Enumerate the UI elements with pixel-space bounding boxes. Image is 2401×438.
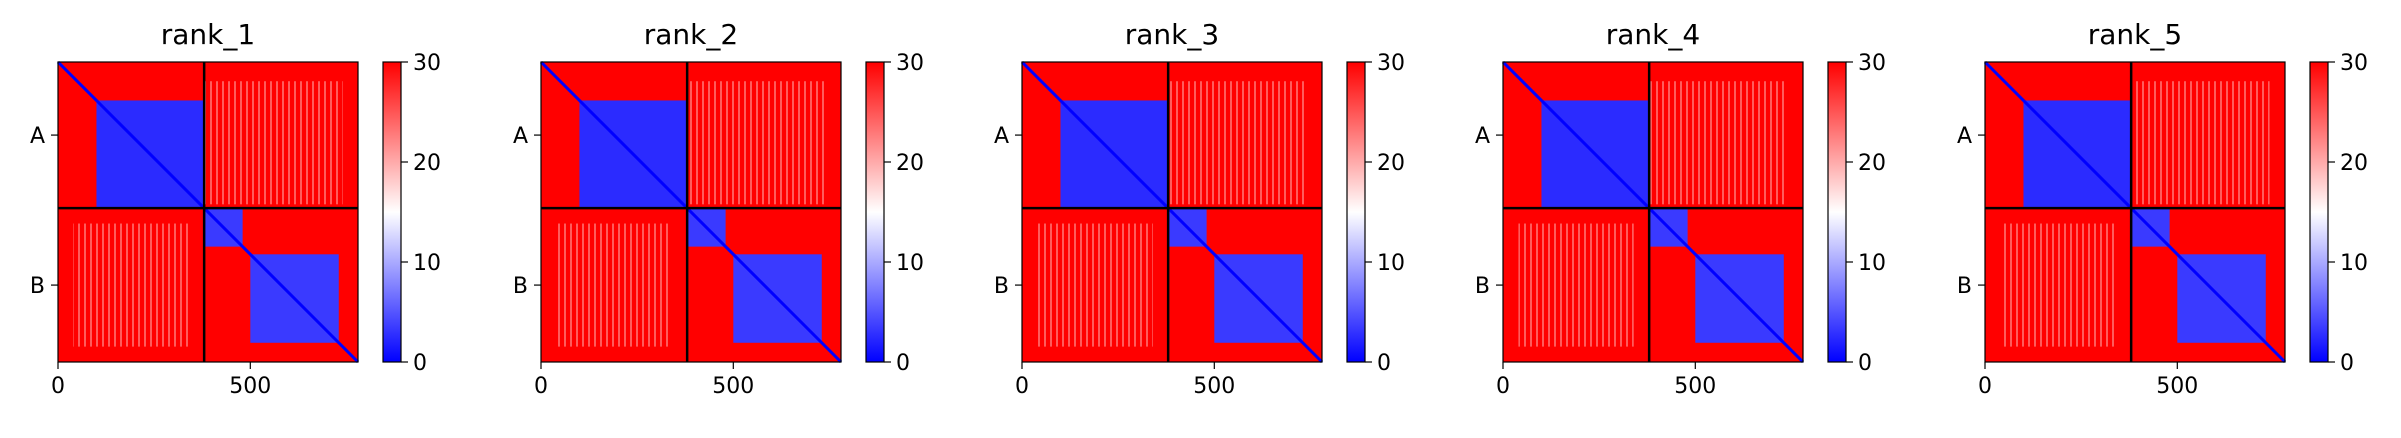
- x-tick-label: 500: [712, 374, 754, 399]
- offdiag-texture-ab: [204, 81, 343, 205]
- offdiag-texture-ab: [687, 81, 826, 205]
- colorbar-tick-label: 10: [1858, 251, 1886, 276]
- chain-label-B: B: [1475, 274, 1490, 299]
- offdiag-texture-ba: [1518, 223, 1634, 347]
- colorbar-tick-label: 0: [1858, 351, 1872, 376]
- offdiag-texture-ba: [73, 223, 189, 347]
- colorbar-tick-label: 20: [896, 151, 924, 176]
- panel-rank_2: rank_2 A B 0 500 0 10 20 30: [513, 18, 924, 399]
- panel-rank_5: rank_5 A B 0 500 0 10 20 30: [1957, 18, 2368, 399]
- x-tick-label: 500: [1193, 374, 1235, 399]
- colorbar-tick-label: 10: [2340, 251, 2368, 276]
- offdiag-texture-ba: [1037, 223, 1153, 347]
- axes-frame: [540, 61, 842, 363]
- x-tick-label: 0: [534, 374, 548, 399]
- chain-label-B: B: [994, 274, 1009, 299]
- colorbar-tick-label: 30: [896, 51, 924, 76]
- x-tick-label: 500: [1674, 374, 1716, 399]
- axes-frame: [57, 61, 359, 363]
- axes-frame: [1502, 61, 1804, 363]
- colorbar-tick-label: 30: [2340, 51, 2368, 76]
- colorbar-tick-label: 0: [2340, 351, 2354, 376]
- colorbar: [865, 61, 885, 363]
- panel-title: rank_2: [644, 18, 738, 51]
- colorbar-tick-label: 0: [413, 351, 427, 376]
- colorbar-tick-label: 0: [1377, 351, 1391, 376]
- diagonal: [539, 60, 843, 364]
- chain-label-A: A: [513, 124, 528, 149]
- colorbar-tick-label: 30: [1858, 51, 1886, 76]
- colorbar-tick-label: 20: [2340, 151, 2368, 176]
- diagonal: [56, 60, 360, 364]
- offdiag-texture-ab: [1168, 81, 1307, 205]
- panel-title: rank_4: [1606, 18, 1700, 51]
- x-tick-label: 500: [2156, 374, 2198, 399]
- colorbar-tick-label: 10: [413, 251, 441, 276]
- chain-label-B: B: [513, 274, 528, 299]
- panel-title: rank_3: [1125, 18, 1219, 51]
- colorbar-tick-label: 20: [1377, 151, 1405, 176]
- x-tick-label: 0: [51, 374, 65, 399]
- colorbar-tick-label: 30: [1377, 51, 1405, 76]
- colorbar-tick-label: 0: [896, 351, 910, 376]
- offdiag-texture-ab: [1649, 81, 1788, 205]
- chain-label-B: B: [1957, 274, 1972, 299]
- panel-rank_4: rank_4 A B 0 500 0 10 20 30: [1475, 18, 1886, 399]
- offdiag-texture-ba: [2000, 223, 2116, 347]
- x-tick-label: 0: [1015, 374, 1029, 399]
- colorbar: [1346, 61, 1366, 363]
- x-tick-label: 500: [229, 374, 271, 399]
- chain-label-A: A: [1475, 124, 1490, 149]
- axes-frame: [1021, 61, 1323, 363]
- diagonal: [1983, 60, 2287, 364]
- offdiag-texture-ab: [2131, 81, 2270, 205]
- chain-label-A: A: [994, 124, 1009, 149]
- diagonal: [1501, 60, 1805, 364]
- panel-rank_3: rank_3 A B 0 500 0 10 20 30: [994, 18, 1405, 399]
- colorbar-tick-label: 20: [413, 151, 441, 176]
- colorbar-tick-label: 10: [896, 251, 924, 276]
- panel-title: rank_1: [161, 18, 255, 51]
- panel-title: rank_5: [2088, 18, 2182, 51]
- colorbar: [1827, 61, 1847, 363]
- offdiag-texture-ba: [556, 223, 672, 347]
- colorbar-tick-label: 30: [413, 51, 441, 76]
- chain-label-A: A: [30, 124, 45, 149]
- axes-frame: [1984, 61, 2286, 363]
- x-tick-label: 0: [1978, 374, 1992, 399]
- chain-label-B: B: [30, 274, 45, 299]
- chain-label-A: A: [1957, 124, 1972, 149]
- colorbar-tick-label: 10: [1377, 251, 1405, 276]
- colorbar: [382, 61, 402, 363]
- colorbar-tick-label: 20: [1858, 151, 1886, 176]
- x-tick-label: 0: [1496, 374, 1510, 399]
- panel-rank_1: rank_1 A B 0 500 0 10 20 30: [30, 18, 441, 399]
- colorbar: [2309, 61, 2329, 363]
- diagonal: [1020, 60, 1324, 364]
